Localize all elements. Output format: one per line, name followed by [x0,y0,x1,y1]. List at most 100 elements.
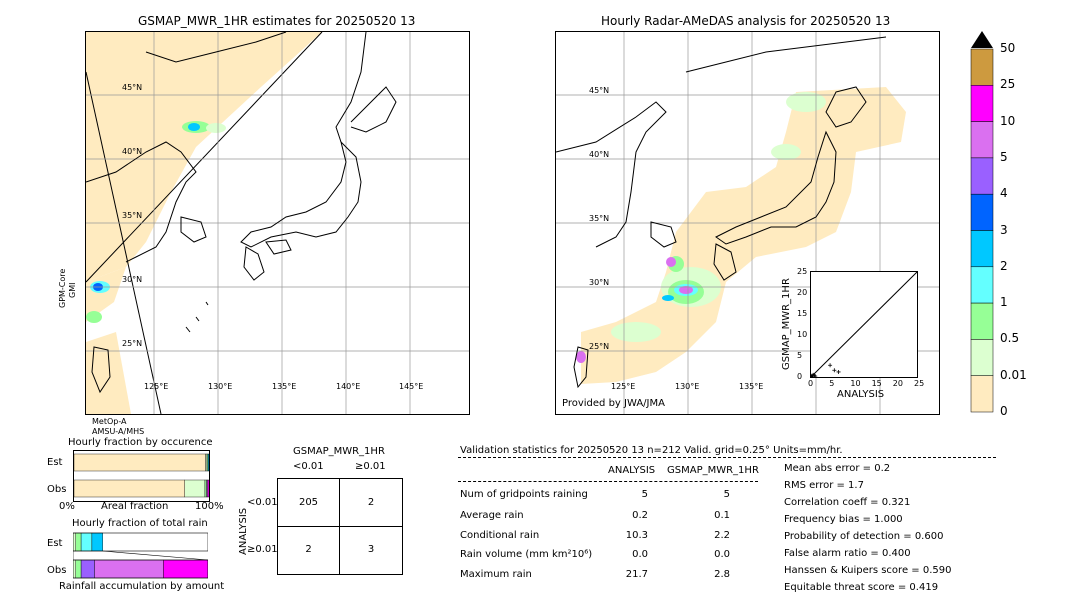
colorbar-scale [970,31,994,413]
colorbar-label-10: 0 [1000,404,1008,418]
colorbar-label-9: 0.01 [1000,367,1027,382]
colorbar-segment-9 [970,375,994,413]
score-ets: Equitable threat score = 0.419 [784,582,939,593]
colorbar-label-1: 25 [1000,77,1016,92]
left-lon-label-130: 130°E [208,382,233,391]
score-mae: Mean abs error = 0.2 [784,463,891,474]
right-map-canvas [556,32,939,414]
totalrain-obs-segment-3 [94,559,164,579]
scatter-plot [811,272,917,377]
right-lat-label-25: 25°N [589,342,610,351]
scatter-point-4 [812,373,817,377]
sensor-label-gmi: GMI [68,282,77,298]
totalrain-chart [73,532,208,579]
stat-gsmap-volume: 0.0 [714,549,730,560]
totalrain-obs-segment-0 [73,559,76,579]
scatter-ytick-4: 20 [797,288,808,297]
score-corr: Correlation coeff = 0.321 [784,497,911,508]
left-map-canvas [86,32,469,414]
scatter-xtick-5: 25 [914,379,925,388]
contingency-cell-01: 2 [367,497,375,508]
occurrence-label-obs: Obs [47,484,67,495]
score-pod: Probability of detection = 0.600 [784,531,944,542]
scatter-ytick-1: 5 [797,351,803,360]
totalrain-est-segment-0 [73,532,76,552]
contingency-row-lt: <0.01 [247,497,278,508]
scatter-xtick-3: 15 [871,379,882,388]
occurrence-obs-segment-2 [204,479,207,498]
left-lon-label-140: 140°E [336,382,361,391]
stat-gsmap-conditional: 2.2 [714,530,730,541]
left-lat-label-30: 30°N [122,275,143,284]
totalrain-label-obs: Obs [47,565,67,576]
score-bias: Frequency bias = 1.000 [784,514,903,525]
occurrence-tick-left: 0% [59,501,75,512]
right-lat-label-35: 35°N [589,214,610,223]
left-lat-label-35: 35°N [122,211,143,220]
right-lat-label-40: 40°N [589,150,610,159]
colorbar-label-5: 3 [1000,222,1008,237]
right-map: 45°N 40°N 35°N 30°N 25°N 125°E 130°E 135… [555,31,940,415]
scatter-xtick-1: 5 [829,379,835,388]
left-map: 45°N 40°N 35°N 30°N 25°N 125°E 130°E 135… [85,31,470,415]
totalrain-connector-right [102,550,208,561]
contingency-col-lt: <0.01 [293,461,324,472]
left-lon-label-135: 135°E [272,382,297,391]
contingency-cell-10: 2 [305,544,312,555]
right-lat-label-30: 30°N [589,278,610,287]
occurrence-obs-segment-4 [207,479,209,498]
stat-analysis-average: 0.2 [632,510,648,521]
right-lon-label-135: 135°E [739,382,764,391]
scatter-xtick-0: 0 [808,379,814,388]
occurrence-est-segment-1 [205,453,208,472]
colorbar-segment-0 [970,48,994,86]
scatter-xtick-4: 20 [892,379,903,388]
stat-label-gridpoints: Num of gridpoints raining [460,489,588,500]
colorbar-extend-arrow [971,31,993,48]
colorbar-label-2: 10 [1000,113,1016,128]
stat-analysis-conditional: 10.3 [625,530,648,541]
stat-analysis-maximum: 21.7 [625,569,648,580]
validation-col-gsmap: GSMAP_MWR_1HR [667,465,759,476]
occurrence-chart [73,450,210,502]
totalrain-obs-segment-4 [163,559,208,579]
left-lon-label-125: 125°E [144,382,169,391]
scatter-ytick-5: 25 [797,267,808,276]
left-lat-label-45: 45°N [122,83,143,92]
score-far: False alarm ratio = 0.400 [784,548,911,559]
scatter-xlabel: ANALYSIS [837,389,885,400]
occurrence-bars [74,453,209,498]
left-lat-label-25: 25°N [122,339,143,348]
occurrence-est-segment-0 [74,453,206,472]
contingency-cell-11: 3 [367,544,375,555]
right-lat-label-45: 45°N [589,86,610,95]
colorbar-label-6: 2 [1000,258,1008,273]
totalrain-bars [73,532,208,579]
occurrence-est-segment-3 [207,453,209,472]
provider-credit: Provided by JWA/JMA [562,398,665,409]
stat-analysis-volume: 0.0 [632,549,648,560]
stat-label-maximum: Maximum rain [460,569,532,580]
right-map-title: Hourly Radar-AMeDAS analysis for 2025052… [601,14,891,28]
validation-header: Validation statistics for 20250520 13 n=… [460,445,843,456]
contingency-col-ge: ≥0.01 [355,461,386,472]
validation-divider-top [458,457,996,458]
scatter-point-7 [832,368,837,373]
stat-label-average: Average rain [460,510,524,521]
validation-divider-cols [458,481,758,482]
stat-gsmap-average: 0.1 [714,510,730,521]
colorbar-segment-3 [970,157,994,195]
occurrence-tick-right: 100% [195,501,224,512]
contingency-title: GSMAP_MWR_1HR [293,446,385,457]
validation-col-analysis: ANALYSIS [608,465,656,476]
occurrence-label-est: Est [47,457,63,468]
sensor-label-gpm: GPM-Core [58,268,67,308]
occurrence-xlabel: Areal fraction [101,501,169,512]
stat-label-volume: Rain volume (mm km²10⁶) [460,549,593,560]
left-lon-label-145: 145°E [399,382,424,391]
left-map-title: GSMAP_MWR_1HR estimates for 20250520 13 [138,14,416,28]
score-hk: Hanssen & Kuipers score = 0.590 [784,565,952,576]
right-lon-label-125: 125°E [611,382,636,391]
stat-label-conditional: Conditional rain [460,530,540,541]
totalrain-est-segment-3 [91,532,103,552]
